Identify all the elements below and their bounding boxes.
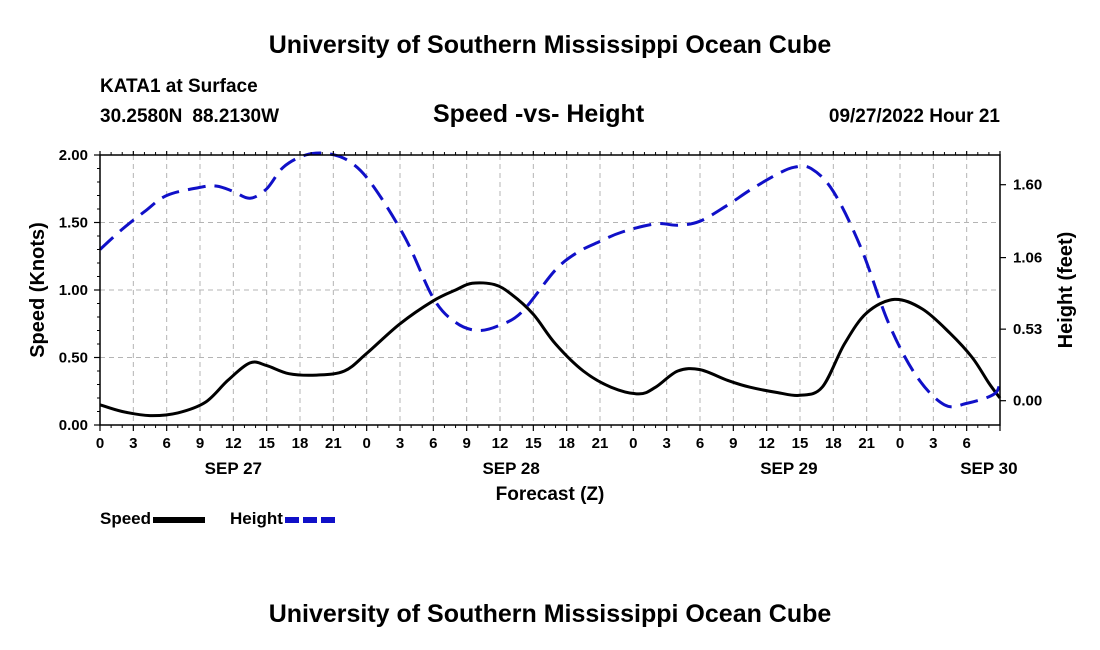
y-tick-label-right: 0.00 bbox=[1013, 393, 1042, 410]
date-label: SEP 30 bbox=[960, 459, 1017, 478]
y-tick-label-right: 0.53 bbox=[1013, 321, 1042, 338]
y-tick-label-left: 1.50 bbox=[59, 215, 88, 232]
x-tick-label: 15 bbox=[258, 435, 275, 452]
x-tick-label: 9 bbox=[196, 435, 204, 452]
speed-series-line bbox=[99, 281, 1002, 418]
legend-speed: Speed bbox=[100, 509, 206, 529]
y-tick-label-left: 0.00 bbox=[59, 417, 88, 434]
y-tick-label-right: 1.60 bbox=[1013, 177, 1042, 194]
x-tick-label: 3 bbox=[662, 435, 670, 452]
x-tick-label: 15 bbox=[792, 435, 809, 452]
y-axis-label-left: Speed (Knots) bbox=[27, 222, 49, 358]
legend-height-label: Height bbox=[230, 509, 283, 528]
x-tick-label: 3 bbox=[396, 435, 404, 452]
series bbox=[98, 151, 1002, 418]
x-tick-label: 21 bbox=[858, 435, 875, 452]
y-tick-label-left: 1.00 bbox=[59, 282, 88, 299]
date-label: SEP 28 bbox=[482, 459, 539, 478]
date-label: SEP 29 bbox=[760, 459, 817, 478]
x-axis-label: Forecast (Z) bbox=[496, 484, 605, 505]
x-tick-label: 3 bbox=[929, 435, 937, 452]
x-tick-label: 3 bbox=[129, 435, 137, 452]
height-series-line bbox=[98, 151, 1002, 409]
footer-title: University of Southern Mississippi Ocean… bbox=[268, 600, 832, 628]
legend-speed-label: Speed bbox=[100, 509, 152, 528]
legend-height-swatch bbox=[284, 516, 337, 523]
y-tick-label-right: 1.06 bbox=[1013, 250, 1042, 267]
x-tick-label: 6 bbox=[162, 435, 170, 452]
legend-speed-swatch bbox=[153, 516, 206, 523]
x-tick-label: 0 bbox=[362, 435, 370, 452]
chart-subtitle: Speed -vs- Height bbox=[433, 100, 645, 128]
x-tick-label: 6 bbox=[962, 435, 970, 452]
x-tick-label: 12 bbox=[225, 435, 242, 452]
station-label: KATA1 at Surface bbox=[100, 76, 258, 97]
x-tick-label: 6 bbox=[429, 435, 437, 452]
longitude: 88.2130W bbox=[192, 106, 280, 127]
x-tick-label: 12 bbox=[492, 435, 509, 452]
legend-height: Height bbox=[230, 509, 337, 529]
y-tick-label-left: 0.50 bbox=[59, 350, 88, 367]
x-tick-label: 18 bbox=[292, 435, 309, 452]
x-tick-label: 0 bbox=[96, 435, 104, 452]
x-tick-label: 0 bbox=[896, 435, 904, 452]
x-tick-label: 6 bbox=[696, 435, 704, 452]
x-tick-label: 18 bbox=[825, 435, 842, 452]
forecast-datetime: 09/27/2022 Hour 21 bbox=[828, 106, 1000, 127]
y-tick-label-left: 2.00 bbox=[59, 147, 88, 164]
date-label: SEP 27 bbox=[205, 459, 262, 478]
ticks: 0 3 6 9 12 15 18 21 0 3 6 9 12 15 18 21 0 3 6 9 12 15 18 21 0 3 6 S… bbox=[59, 147, 1042, 478]
x-tick-label: 21 bbox=[325, 435, 342, 452]
y-axis-label-right: Height (feet) bbox=[1055, 232, 1077, 349]
x-tick-label: 18 bbox=[558, 435, 575, 452]
grid bbox=[100, 155, 1000, 425]
x-tick-label: 0 bbox=[629, 435, 637, 452]
x-tick-label: 9 bbox=[729, 435, 737, 452]
main-title: University of Southern Mississippi Ocean… bbox=[268, 31, 832, 59]
x-tick-label: 9 bbox=[462, 435, 470, 452]
x-tick-label: 15 bbox=[525, 435, 542, 452]
x-tick-label: 21 bbox=[592, 435, 609, 452]
x-tick-label: 12 bbox=[758, 435, 775, 452]
coordinates: 30.2580N 88.2130W bbox=[100, 106, 279, 128]
latitude: 30.2580N bbox=[100, 106, 183, 127]
